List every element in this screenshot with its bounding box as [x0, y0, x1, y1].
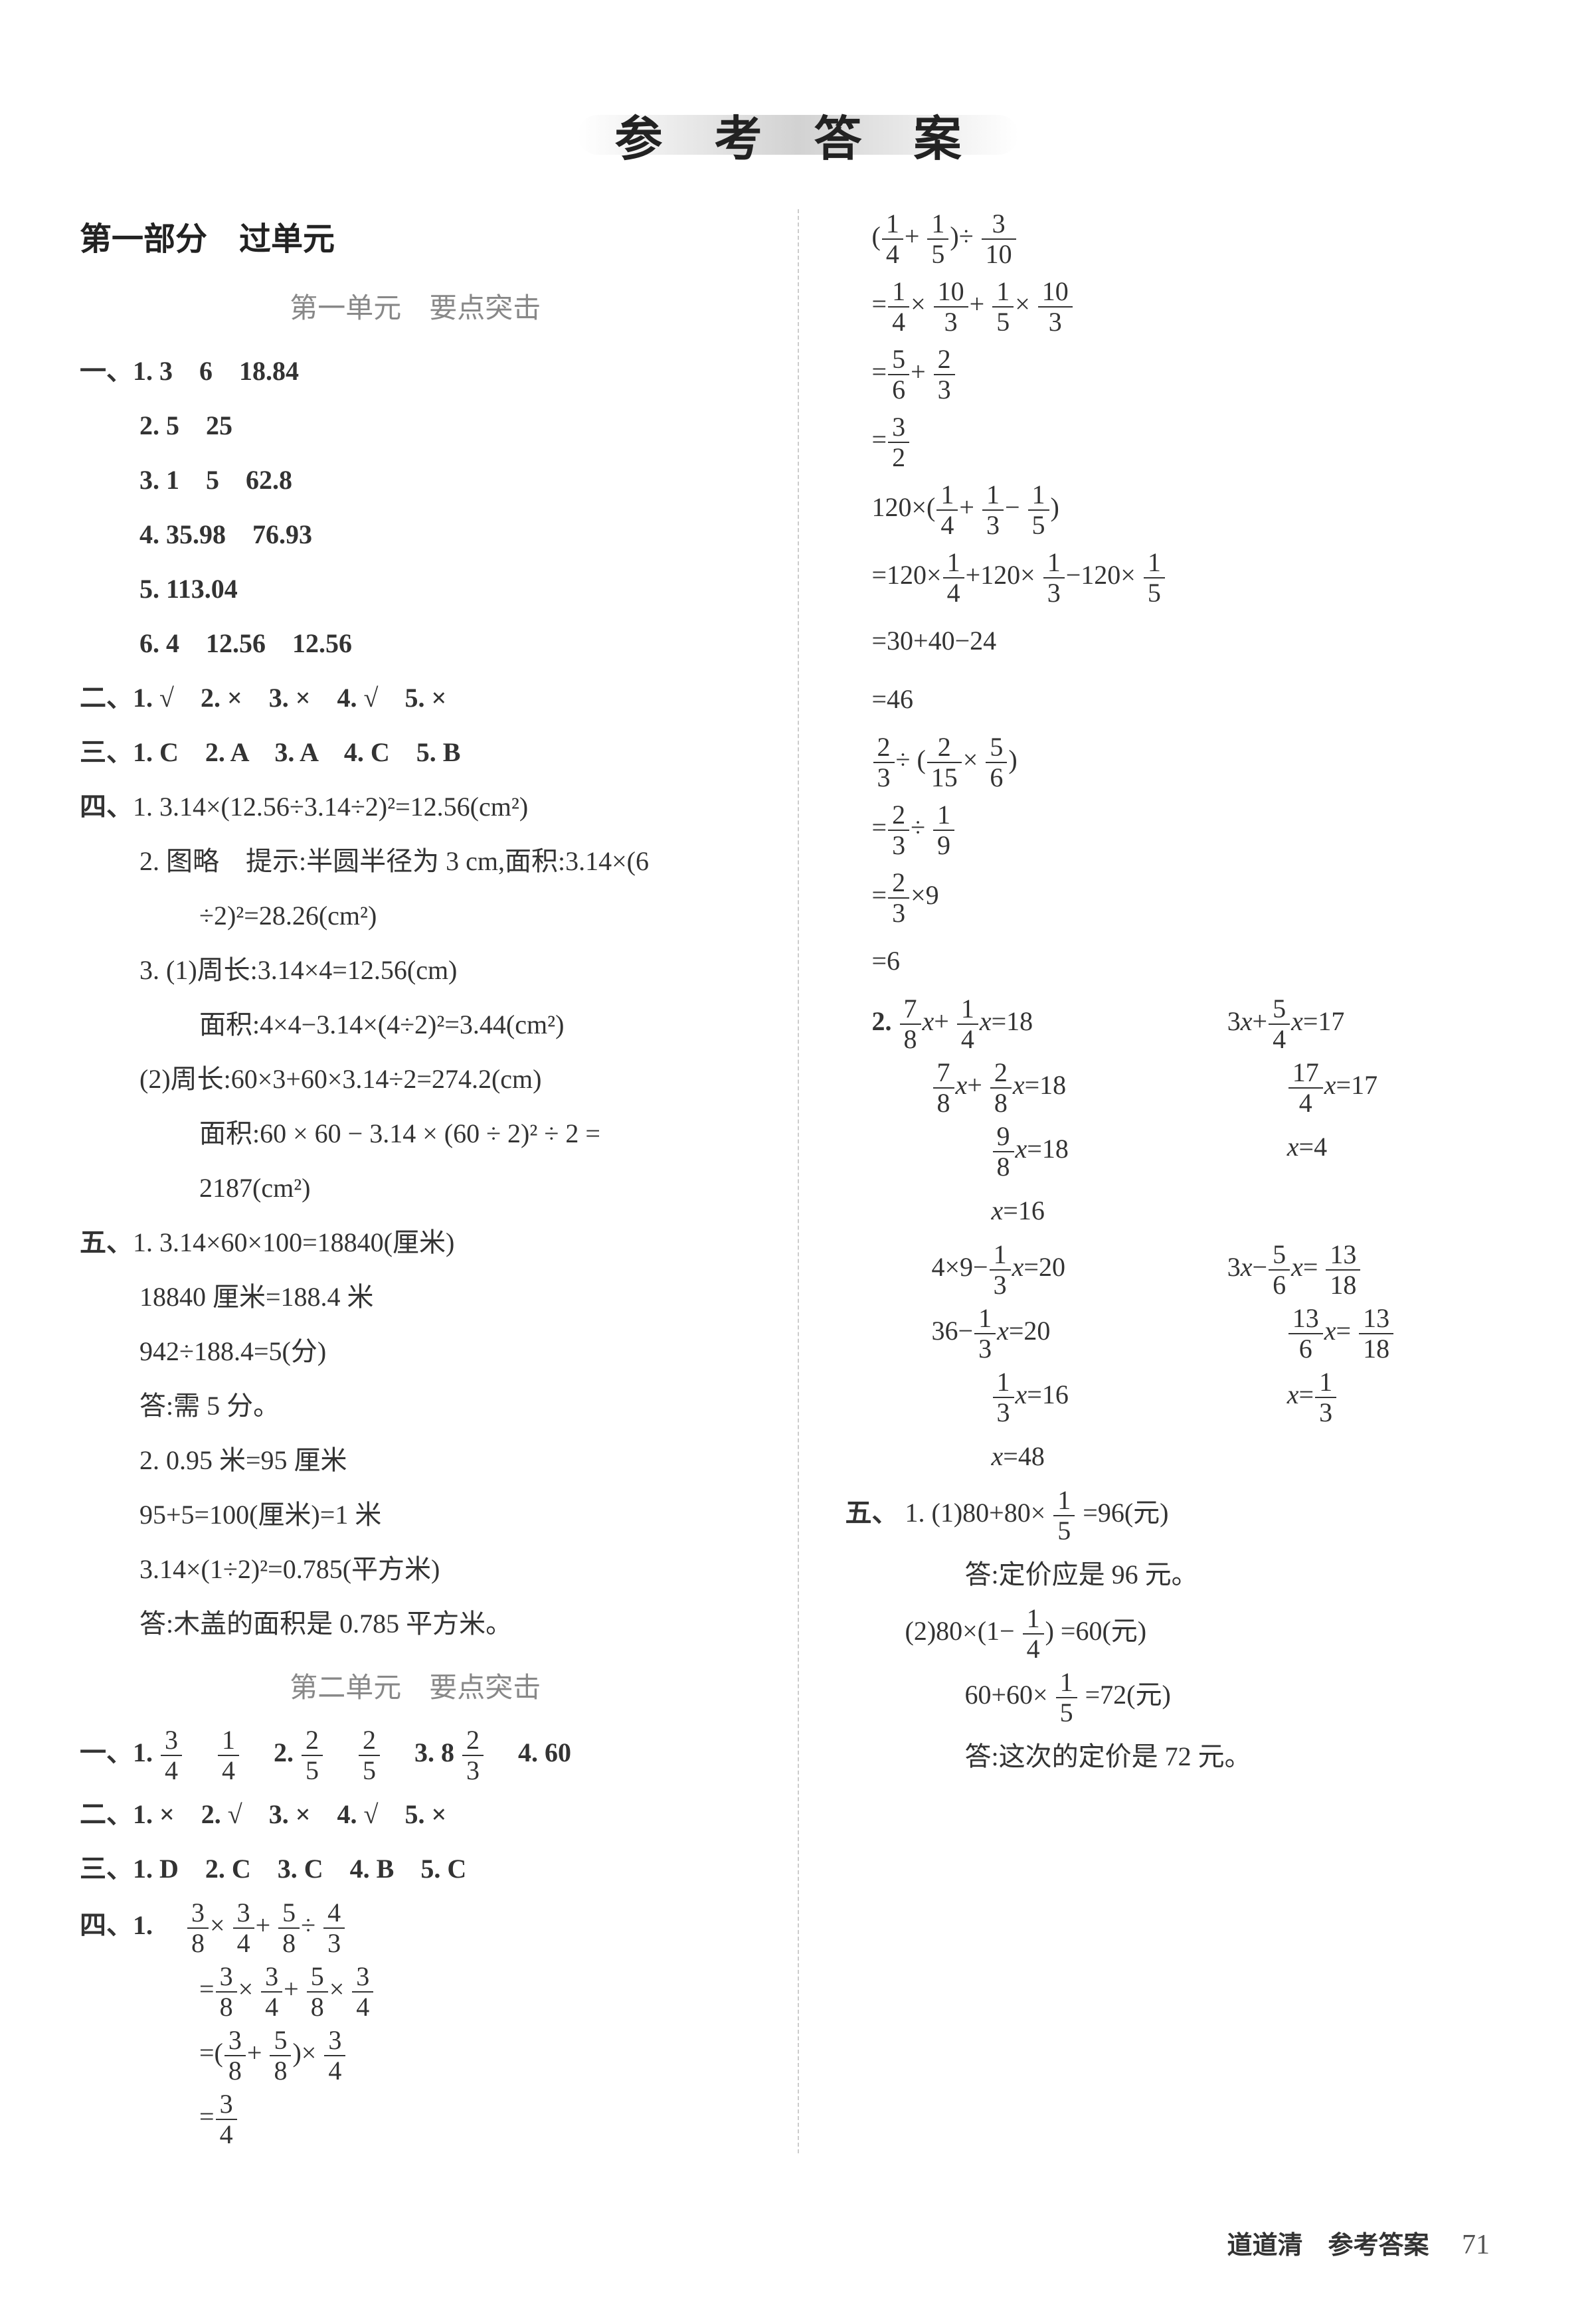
- eq-line: 78x+ 28x=18: [872, 1058, 1161, 1118]
- left-column: 第一部分 过单元 第一单元 要点突击 一、1. 3 6 18.84 2. 5 2…: [80, 209, 751, 2153]
- eq-line: x=4: [1227, 1122, 1516, 1172]
- sec5-line: 答:木盖的面积是 0.785 平方米。: [80, 1599, 751, 1649]
- eq-line: 174x=17: [1227, 1058, 1516, 1118]
- sec3-line: 三、1. C 2. A 3. A 4. C 5. B: [80, 727, 751, 778]
- eq-line: 4×9−13x=20: [872, 1240, 1161, 1300]
- sec4-line: 2187(cm²): [80, 1163, 751, 1213]
- eq-line: 3x+54x=17: [1227, 994, 1516, 1054]
- sec5-line: 942÷188.4=5(分): [80, 1326, 751, 1377]
- sec4-line: 3. (1)周长:3.14×4=12.56(cm): [80, 945, 751, 996]
- eq-line: =23×9: [845, 868, 1517, 928]
- eq-two-col: 4×9−13x=20 36−13x=20 13x=16 x=48 3x−56x=…: [845, 1240, 1517, 1486]
- page-footer: 道道清 参考答案 71: [1227, 2224, 1490, 2261]
- r-sec5-line: 答:定价应是 96 元。: [845, 1550, 1517, 1600]
- sec2-line: 二、1. √ 2. × 3. × 4. √ 5. ×: [80, 673, 751, 723]
- sec1-line: 一、1. 3 6 18.84: [80, 346, 751, 397]
- content-wrapper: 第一部分 过单元 第一单元 要点突击 一、1. 3 6 18.84 2. 5 2…: [80, 209, 1516, 2153]
- u2-sec4-line: 四、1. 38× 34+ 58÷ 43: [80, 1898, 751, 1958]
- unit1-header: 第一单元 要点突击: [80, 283, 751, 336]
- sec5-line: 95+5=100(厘米)=1 米: [80, 1490, 751, 1540]
- eq-two-col: 2. 78x+ 14x=18 78x+ 28x=18 98x=18 x=16 3…: [845, 994, 1517, 1240]
- u2-sec3-line: 三、1. D 2. C 3. C 4. B 5. C: [80, 1844, 751, 1894]
- u2-sec2-line: 二、1. × 2. √ 3. × 4. √ 5. ×: [80, 1789, 751, 1840]
- eq-line: x=16: [872, 1186, 1161, 1236]
- sec4-line: 面积:60 × 60 − 3.14 × (60 ÷ 2)² ÷ 2 =: [80, 1109, 751, 1159]
- eq-line: x=48: [872, 1431, 1161, 1482]
- eq-line: 36−13x=20: [872, 1304, 1161, 1364]
- sec5-line: 五、1. 3.14×60×100=18840(厘米): [80, 1217, 751, 1268]
- column-divider: [798, 209, 799, 2153]
- r-sec5-line: 60+60× 15 =72(元): [845, 1668, 1517, 1728]
- sec1-line: 2. 5 25: [80, 400, 751, 451]
- eq-line: x=13: [1227, 1368, 1516, 1427]
- eq-line: 2. 78x+ 14x=18: [872, 994, 1161, 1054]
- r-sec5-line: 五、 1. (1)80+80× 15 =96(元): [845, 1486, 1517, 1546]
- eq-line: =120×14+120× 13−120× 15: [845, 548, 1517, 608]
- eq-line: 23÷ (215× 56): [845, 733, 1517, 792]
- r-sec5-line: (2)80×(1− 14) =60(元): [845, 1604, 1517, 1664]
- sec5-line: 3.14×(1÷2)²=0.785(平方米): [80, 1544, 751, 1595]
- u2-sec4-line: =34: [80, 2090, 751, 2149]
- sec5-line: 18840 厘米=188.4 米: [80, 1272, 751, 1322]
- u2-sec1-line: 一、1. 34 14 2. 25 25 3. 8 23 4. 60: [80, 1726, 751, 1785]
- eq-line: =46: [845, 674, 1517, 725]
- eq-line: =6: [845, 936, 1517, 986]
- eq-line: =56+ 23: [845, 345, 1517, 404]
- eq-line: 120×(14+ 13− 15): [845, 480, 1517, 540]
- eq-line: 98x=18: [872, 1122, 1161, 1182]
- part1-header: 第一部分 过单元: [80, 209, 751, 270]
- eq-line: 136x= 1318: [1227, 1304, 1516, 1364]
- sec1-line: 5. 113.04: [80, 564, 751, 614]
- eq-line: 3x−56x= 1318: [1227, 1240, 1516, 1300]
- u2-sec4-line: =38× 34+ 58× 34: [80, 1962, 751, 2022]
- title-banner: 参 考 答 案: [80, 100, 1516, 169]
- eq-line: =23÷ 19: [845, 800, 1517, 860]
- eq-line: (14+ 15)÷ 310: [845, 209, 1517, 269]
- sec1-line: 3. 1 5 62.8: [80, 455, 751, 505]
- main-title: 参 考 答 案: [588, 106, 1008, 173]
- sec4-line: (2)周长:60×3+60×3.14÷2=274.2(cm): [80, 1054, 751, 1105]
- r-sec5-line: 答:这次的定价是 72 元。: [845, 1732, 1517, 1782]
- page-number: 71: [1462, 2230, 1490, 2260]
- eq-line: =32: [845, 412, 1517, 472]
- eq-line: =14× 103+ 15× 103: [845, 277, 1517, 337]
- eq-line: 13x=16: [872, 1368, 1161, 1427]
- right-column: (14+ 15)÷ 310 =14× 103+ 15× 103 =56+ 23 …: [845, 209, 1517, 2153]
- u2-sec4-line: =(38+ 58)× 34: [80, 2026, 751, 2086]
- unit2-header: 第二单元 要点突击: [80, 1662, 751, 1716]
- footer-text: 道道清 参考答案: [1227, 2232, 1429, 2260]
- sec4-line: 四、1. 3.14×(12.56÷3.14÷2)²=12.56(cm²): [80, 782, 751, 832]
- sec5-line: 答:需 5 分。: [80, 1381, 751, 1431]
- sec4-line: 2. 图略 提示:半圆半径为 3 cm,面积:3.14×(6: [80, 836, 751, 887]
- sec4-line: 面积:4×4−3.14×(4÷2)²=3.44(cm²): [80, 1000, 751, 1050]
- sec1-line: 6. 4 12.56 12.56: [80, 618, 751, 669]
- sec4-line: ÷2)²=28.26(cm²): [80, 891, 751, 941]
- sec5-line: 2. 0.95 米=95 厘米: [80, 1435, 751, 1486]
- sec1-line: 4. 35.98 76.93: [80, 509, 751, 560]
- eq-line: =30+40−24: [845, 616, 1517, 666]
